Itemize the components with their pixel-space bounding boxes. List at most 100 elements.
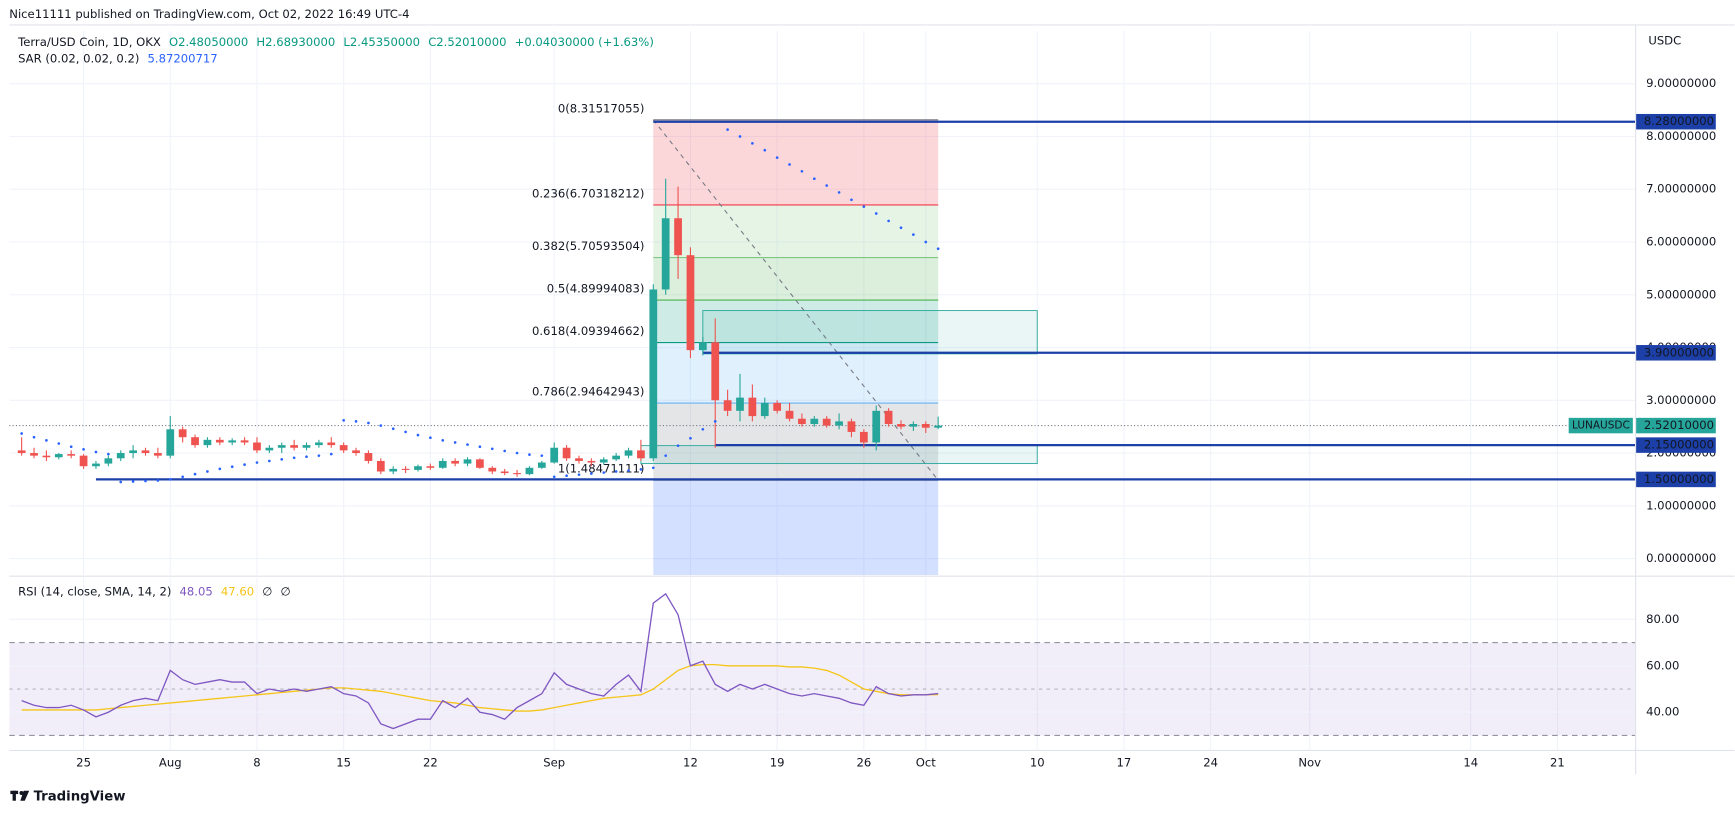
sar-dot — [689, 436, 692, 440]
candle-body — [921, 424, 930, 428]
candle-body — [810, 418, 819, 425]
candle-body — [723, 400, 732, 411]
brand: TradingView — [34, 789, 126, 804]
sar-dot — [206, 470, 209, 473]
candle-body — [253, 442, 261, 451]
sar-dot — [367, 421, 370, 425]
rsi-extra: ∅ — [262, 584, 272, 598]
sar-dot — [181, 475, 184, 479]
x-tick-label: Oct — [916, 756, 937, 770]
candle-body — [537, 462, 546, 468]
sar-dot — [478, 445, 482, 449]
candle-body — [711, 342, 720, 401]
sar-dot — [404, 430, 407, 434]
ohlc-low: L2.45350000 — [343, 35, 420, 49]
fib-level-label: 0.618(4.09394662) — [532, 324, 644, 338]
rsi-sma-value: 47.60 — [221, 584, 254, 598]
symbol-label-box — [1568, 417, 1633, 434]
price-label: 8.28000000 — [1644, 114, 1714, 128]
candle-body — [42, 455, 51, 458]
sar-dot — [825, 184, 829, 187]
sar-dot — [837, 191, 841, 194]
sar-dot — [453, 441, 457, 444]
candle-body — [376, 460, 385, 472]
candle-body — [228, 440, 237, 443]
candle-body — [476, 459, 484, 468]
x-tick-label: 14 — [1463, 756, 1478, 770]
x-tick-label: 19 — [770, 756, 785, 770]
sar-dot — [441, 439, 445, 442]
fib-zone — [653, 204, 939, 258]
y-tick-label: 7.00000000 — [1646, 182, 1716, 196]
candle-body — [352, 450, 360, 454]
candle-body — [798, 418, 806, 425]
axis-unit: USDC — [1648, 33, 1681, 47]
candle-body — [178, 429, 187, 438]
sar-dot — [119, 480, 123, 484]
candle-body — [265, 447, 274, 451]
sar-dot — [775, 156, 779, 159]
candle-body — [760, 402, 769, 417]
sar-dot — [305, 455, 308, 459]
labels: 8.28000000 3.90000000 2.15000000 1.50000000… — [1568, 113, 1716, 488]
sar-dot — [32, 435, 36, 439]
sar-dot — [268, 459, 271, 463]
logo-part — [12, 790, 16, 801]
price-label-box — [1636, 471, 1716, 488]
candle-body — [562, 447, 571, 459]
sar-dot — [20, 432, 23, 435]
candle-body — [909, 424, 918, 427]
sar-dot — [292, 456, 296, 460]
candle-body — [104, 458, 113, 464]
rsi-sma-line — [21, 663, 939, 712]
rsi-title: RSI (14, close, SMA, 14, 2) — [18, 584, 171, 598]
x-tick-label: Nov — [1298, 756, 1321, 770]
last-price-label: 2.52010000 — [1644, 418, 1714, 432]
candle-body — [897, 424, 905, 427]
sar-dot — [874, 212, 878, 215]
candle-body — [884, 410, 893, 425]
rsi-extra: ∅ — [281, 584, 291, 598]
fib-zone — [653, 300, 939, 343]
sar-dot — [899, 226, 903, 230]
logo-part — [19, 790, 24, 795]
fib-zone — [653, 257, 939, 301]
candle-body — [488, 467, 497, 472]
candle-body — [835, 421, 843, 426]
sar-dot — [577, 473, 581, 476]
sar-dot — [255, 461, 259, 464]
candle-body — [451, 460, 460, 464]
rsi-pane — [9, 577, 1636, 750]
candle-body — [215, 439, 224, 443]
sar-dot — [144, 479, 147, 483]
candle-body — [203, 439, 212, 446]
sar-dot — [812, 177, 816, 181]
logo-part — [20, 790, 30, 801]
x-tick-label: 10 — [1030, 756, 1045, 770]
fib-zone — [653, 403, 939, 481]
price-box — [702, 310, 1038, 355]
price-pane: 0(8.31517055) 0.236(6.70318212) 0.382(5.70… — [9, 30, 1636, 576]
rsi-value: 48.05 — [180, 584, 213, 598]
fib-level-label: 0.382(5.70593504) — [532, 239, 644, 253]
sar-dot — [82, 448, 85, 451]
candle-body — [500, 471, 509, 474]
candle-body — [525, 467, 534, 475]
candle-body — [426, 466, 435, 468]
sar-dot — [800, 169, 804, 173]
candle-body — [154, 453, 162, 456]
symbol-label: LUNAUSDC — [1572, 420, 1630, 432]
rsi-tick-label: 80.00 — [1646, 612, 1679, 626]
fib-extension-zone — [653, 480, 939, 576]
sar-dot — [590, 472, 593, 475]
rsi-tick-label: 40.00 — [1646, 705, 1679, 719]
candle-body — [315, 442, 323, 446]
candle-body — [116, 453, 125, 459]
candle-body — [240, 440, 249, 443]
publisher: Nice11111 published on TradingView.com, … — [9, 7, 409, 21]
candle-body — [698, 342, 707, 351]
fib-level-label: 1(1.48471111) — [558, 462, 645, 476]
candle-body — [401, 468, 410, 470]
sar-dot — [528, 453, 531, 456]
candle-body — [389, 468, 398, 472]
